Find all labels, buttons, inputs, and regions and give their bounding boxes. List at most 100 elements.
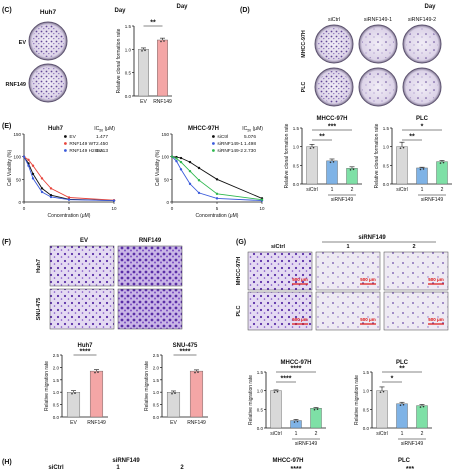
panel-d-left-group-label: siRNF149 bbox=[331, 197, 353, 203]
panel-d-row-label: PLC bbox=[301, 82, 307, 93]
panel-d-right-point bbox=[419, 168, 422, 171]
panel-d-right-xtick-label: 1 bbox=[421, 187, 424, 193]
panel-e-left-series-point bbox=[49, 195, 53, 199]
panel-d-right-ytick-label: 1.0 bbox=[383, 145, 390, 150]
panel-c-label: (C) bbox=[2, 7, 12, 14]
panel-d-right-xtick-label: siCtrl bbox=[396, 187, 407, 193]
panel-e-left-ylabel: Cell Viability (%) bbox=[7, 150, 13, 187]
panel-g-left-bar bbox=[270, 390, 282, 429]
panel-g-column-label: 2 bbox=[412, 244, 415, 250]
panel-e-right-legend-label: siRNF149-2 bbox=[217, 148, 243, 154]
panel-f-right-xtick-label: RNF149 bbox=[187, 420, 206, 426]
panel-d-right-sig-stars-mid: ** bbox=[409, 134, 415, 141]
panel-g-left-point bbox=[276, 390, 279, 393]
panel-c-dish-rnf149-colonies bbox=[32, 67, 64, 99]
panel-d-dish-97h bbox=[358, 24, 398, 64]
panel-e-left-series-point bbox=[31, 172, 35, 176]
panel-g-left-title: MHCC-97H bbox=[280, 360, 311, 366]
panel-f-right-sig-stars: **** bbox=[180, 349, 191, 356]
panel-d-right-point bbox=[439, 162, 442, 164]
panel-d-dish-plc bbox=[314, 67, 354, 107]
panel-d-right-bar bbox=[416, 167, 428, 185]
panel-d-left-sig-stars-mid: ** bbox=[319, 134, 325, 141]
panel-e-left-ic50-header: IC50 (μM) bbox=[94, 126, 115, 133]
panel-g-right-ytick-label: 1.5 bbox=[363, 370, 370, 375]
panel-f-left-ytick-label: 0.0 bbox=[53, 415, 60, 420]
panel-f-right-bar bbox=[189, 370, 204, 418]
panel-d-dish-97h-colonies bbox=[318, 28, 350, 60]
panel-e-left-series-point bbox=[22, 155, 26, 158]
panel-e-left-legend-marker bbox=[64, 149, 67, 152]
panel-e-left-series-line bbox=[23, 156, 115, 202]
panel-d-right-group-label: siRNF149 bbox=[421, 197, 443, 203]
panel-d-column-label: siRNF149-2 bbox=[408, 17, 436, 23]
panel-d-right-point bbox=[442, 161, 445, 164]
panel-e-right-xtick-label: 0 bbox=[171, 206, 174, 211]
panel-d-right-bar bbox=[396, 146, 408, 185]
panel-d-right-ytick-label: 1.5 bbox=[383, 126, 390, 131]
panel-e-right-series-point bbox=[215, 178, 219, 181]
panel-c-ylabel: Relative clonal formation rate bbox=[116, 28, 122, 93]
panel-d-left-title: MHCC-97H bbox=[316, 116, 347, 122]
panel-f-image-snu475 bbox=[49, 288, 115, 330]
panel-e-right-title: MHCC-97H bbox=[188, 126, 219, 132]
panel-d-dish-plc-colonies bbox=[406, 71, 438, 103]
panel-d-column-label: siRNF149-1 bbox=[364, 17, 392, 23]
panel-g-left-point bbox=[316, 408, 319, 411]
panel-g-right-group-label: siRNF149 bbox=[401, 441, 423, 447]
panel-g-right-bar bbox=[396, 403, 408, 429]
panel-g-row-label: MHCC-97H bbox=[236, 257, 242, 285]
panel-g-scale-label: 500 μm bbox=[428, 277, 444, 282]
panel-f-column-label: RNF149 bbox=[139, 238, 162, 244]
panel-f-right-ytick-label: 1.0 bbox=[153, 390, 160, 395]
panel-d-dish-plc-colonies bbox=[362, 71, 394, 103]
panel-d-right-point bbox=[422, 168, 425, 170]
panel-e-right-ytick-label: 0 bbox=[166, 200, 169, 205]
panel-d-left-bar bbox=[326, 160, 338, 185]
panel-h-header: siRNF149 bbox=[112, 458, 140, 464]
panel-e-right-legend-marker bbox=[212, 135, 215, 138]
panel-c-dish-ev-colonies bbox=[32, 25, 64, 57]
panel-f-left-bar bbox=[89, 370, 104, 418]
panel-c-row-label: RNF149 bbox=[6, 82, 26, 88]
panel-e-right-series-point bbox=[188, 182, 192, 186]
panel-g-left-sig-stars-mid: **** bbox=[281, 376, 292, 383]
panel-e-right-series-point bbox=[170, 155, 174, 158]
panel-g-scale-label: 500 μm bbox=[360, 317, 376, 322]
panel-g-header: siRNF149 bbox=[358, 235, 386, 241]
panel-c-point bbox=[163, 40, 165, 42]
panel-g-left-point bbox=[293, 421, 296, 423]
panel-e-left-legend-label: RNF149 H289A bbox=[69, 148, 104, 154]
panel-g-right-xtick-label: siCtrl bbox=[376, 431, 387, 437]
panel-e-right-legend-value: 2.730 bbox=[244, 148, 256, 154]
panel-e-left-xtick-label: 10 bbox=[111, 206, 117, 211]
panel-e-right-series-point bbox=[179, 160, 183, 164]
panel-g-left-xtick-label: siCtrl bbox=[270, 431, 281, 437]
panel-d-right-sig-stars-top: * bbox=[421, 124, 424, 131]
panel-d-right-bar bbox=[436, 161, 448, 185]
panel-e-left-ytick-label: 150 bbox=[13, 132, 21, 137]
panel-e-left-series-point bbox=[67, 196, 71, 199]
panel-f-right-ytick-label: 2.0 bbox=[153, 365, 160, 370]
panel-f-left-point bbox=[74, 392, 76, 395]
panel-f-right-point bbox=[194, 371, 196, 374]
panel-f-left-point bbox=[94, 371, 96, 374]
panel-g-left-point bbox=[313, 408, 316, 411]
panel-c-ytick-label: 1.0 bbox=[125, 47, 132, 52]
panel-g-right-point bbox=[399, 404, 402, 407]
panel-e-right-ytick-label: 100 bbox=[161, 155, 169, 160]
panel-g-right-ytick-label: 0.0 bbox=[363, 426, 370, 431]
panel-e-left-xtick-label: 5 bbox=[68, 206, 71, 211]
panel-d-column-label: siCtrl bbox=[328, 17, 340, 23]
panel-d-left-ytick-label: 0.0 bbox=[293, 182, 300, 187]
panel-e-right-series-point bbox=[175, 157, 178, 160]
panel-c-xtick-label: EV bbox=[140, 99, 147, 105]
panel-d-right-point bbox=[402, 146, 405, 149]
panel-d-right-ytick-label: 0.0 bbox=[383, 182, 390, 187]
panel-c-ytick-label: 0.0 bbox=[125, 94, 132, 99]
panel-e-right-series-point bbox=[188, 169, 192, 173]
